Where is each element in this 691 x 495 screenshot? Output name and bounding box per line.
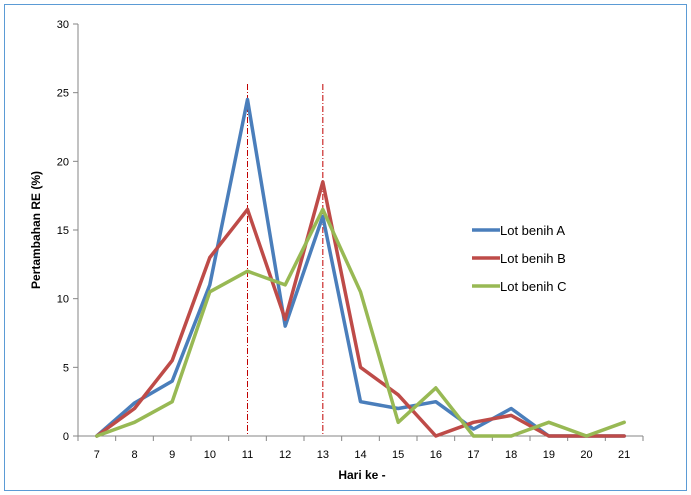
y-axis-title: Pertambahan RE (%) — [29, 171, 43, 289]
x-tick-label: 14 — [354, 449, 366, 461]
x-tick-label: 8 — [131, 449, 137, 461]
axes: 0 5 10 15 20 25 30 7 8 9 10 11 12 13 14 15 16 17 18 19 20 21 — [57, 19, 644, 461]
x-tick-label: 19 — [543, 449, 555, 461]
y-tick-label: 25 — [57, 88, 69, 100]
x-tick-label: 7 — [94, 449, 100, 461]
y-tick-label: 30 — [57, 19, 69, 31]
series-line — [95, 180, 626, 438]
reference-lines — [247, 84, 324, 436]
y-tick-label: 15 — [57, 225, 69, 237]
y-tick-label: 5 — [63, 362, 69, 374]
x-tick-label: 15 — [392, 449, 404, 461]
x-tick-label: 20 — [580, 449, 592, 461]
y-tick-label: 20 — [57, 156, 69, 168]
series-line — [95, 207, 626, 438]
x-tick-label: 10 — [204, 449, 216, 461]
x-axis-title: Hari ke - — [338, 468, 385, 482]
x-tick-label: 17 — [467, 449, 479, 461]
x-tick-label: 16 — [430, 449, 442, 461]
x-tick-label: 18 — [505, 449, 517, 461]
x-tick-label: 21 — [618, 449, 630, 461]
legend: Lot benih A Lot benih B Lot benih C — [472, 223, 567, 294]
chart-frame — [4, 4, 687, 491]
series-lines — [95, 97, 626, 438]
x-tick-label: 9 — [169, 449, 175, 461]
legend-label: Lot benih C — [500, 279, 567, 294]
legend-label: Lot benih A — [500, 223, 565, 238]
x-tick-label: 13 — [317, 449, 329, 461]
y-tick-label: 10 — [57, 294, 69, 306]
legend-label: Lot benih B — [500, 251, 566, 266]
y-tick-label: 0 — [63, 431, 69, 443]
x-tick-label: 12 — [279, 449, 291, 461]
x-tick-label: 11 — [242, 449, 253, 461]
